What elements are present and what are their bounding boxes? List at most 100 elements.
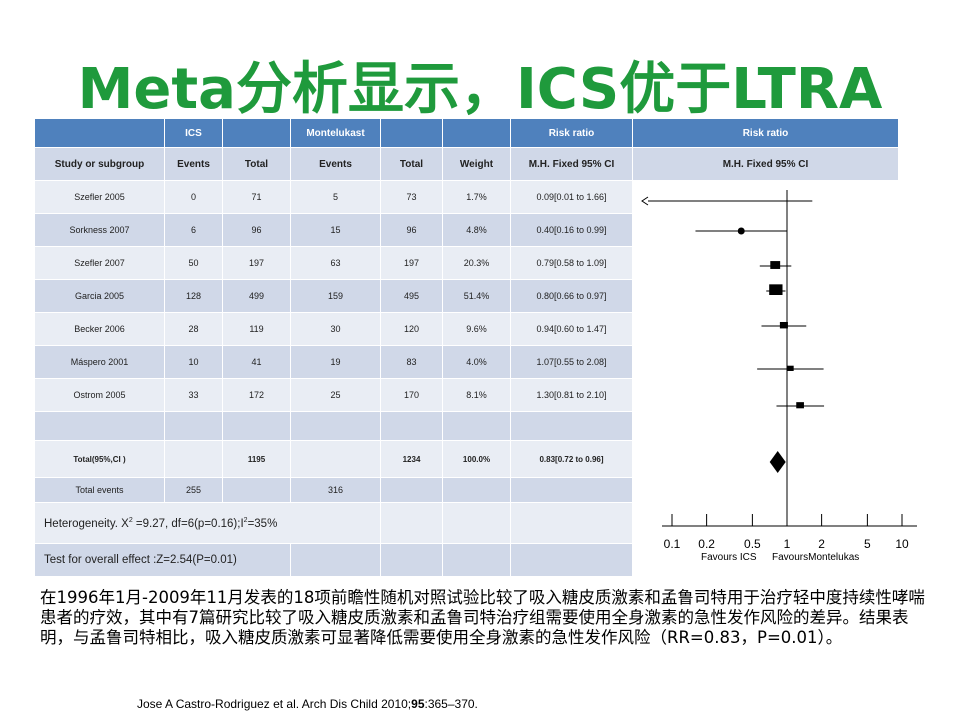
study-name: Szefler 2005 xyxy=(34,180,165,214)
cell: 63 xyxy=(290,246,381,280)
column-header-study: Study or subgroup xyxy=(34,147,165,181)
x-tick-label: 10 xyxy=(895,537,909,551)
study-name: Becker 2006 xyxy=(34,312,165,346)
cell: 51.4% xyxy=(442,279,511,313)
point-estimate xyxy=(779,321,788,329)
citation-pre: Jose A Castro-Rodriguez et al. Arch Dis … xyxy=(137,697,412,711)
favours-left-label: Favours ICS xyxy=(701,552,757,563)
pooled-diamond xyxy=(769,451,786,473)
column-header-events: Events xyxy=(290,147,381,181)
cell: 41 xyxy=(222,345,291,379)
cell: 73 xyxy=(380,180,443,214)
cell xyxy=(510,502,633,544)
heterogeneity-pre: Heterogeneity. X xyxy=(44,517,129,530)
total-row: Total(95%,CI ) 1195 1234 100.0% 0.83[0.7… xyxy=(34,440,899,478)
slide-title: Meta分析显示，ICS优于LTRA xyxy=(77,57,883,122)
cell xyxy=(164,411,223,441)
cell xyxy=(510,543,633,577)
cell: 0.40[0.16 to 0.99] xyxy=(510,213,633,247)
header-cell-ics: ICS xyxy=(164,118,223,148)
cell: 197 xyxy=(380,246,443,280)
cell xyxy=(290,543,381,577)
cell: 100.0% xyxy=(442,440,511,478)
point-estimate xyxy=(796,402,804,409)
column-header-total: Total xyxy=(380,147,443,181)
study-name: Ostrom 2005 xyxy=(34,378,165,412)
cell xyxy=(442,543,511,577)
x-tick-label: 0.1 xyxy=(664,537,681,551)
column-header-total: Total xyxy=(222,147,291,181)
cell: 8.1% xyxy=(442,378,511,412)
cell: 5 xyxy=(290,180,381,214)
table-row: Becker 2006 28 119 30 120 9.6% 0.94[0.60… xyxy=(34,312,899,346)
header-cell-risk-ratio: Risk ratio xyxy=(510,118,633,148)
column-header-ci: M.H. Fixed 95% CI xyxy=(510,147,633,181)
table-row: Ostrom 2005 33 172 25 170 8.1% 1.30[0.81… xyxy=(34,378,899,412)
total-events-row: Total events 255 316 xyxy=(34,477,899,503)
heterogeneity-row: Heterogeneity. X2 =9.27, df=6(p=0.16);I2… xyxy=(34,502,899,544)
cell xyxy=(290,440,381,478)
cell: 0.94[0.60 to 1.47] xyxy=(510,312,633,346)
cell: 159 xyxy=(290,279,381,313)
cell xyxy=(222,411,291,441)
x-tick-label: 5 xyxy=(864,537,871,551)
cell xyxy=(380,411,443,441)
forest-plot-area xyxy=(632,180,899,577)
x-tick-label: 1 xyxy=(784,537,791,551)
header-cell-risk-ratio-plot: Risk ratio xyxy=(632,118,899,148)
citation-volume: 95 xyxy=(411,697,425,711)
heterogeneity-sup: 2 xyxy=(128,516,133,524)
cell xyxy=(442,477,511,503)
cell: 33 xyxy=(164,378,223,412)
heterogeneity-mid: =9.27, df=6(p=0.16);I xyxy=(132,517,244,530)
cell: 96 xyxy=(222,213,291,247)
study-name: Szefler 2007 xyxy=(34,246,165,280)
header-row-groups: ICS Montelukast Risk ratio Risk ratio xyxy=(34,118,899,148)
overall-effect-row: Test for overall effect :Z=2.54(P=0.01) xyxy=(34,543,899,577)
cell: 170 xyxy=(380,378,443,412)
meta-analysis-table: ICS Montelukast Risk ratio Risk ratio St… xyxy=(34,118,899,577)
point-estimate xyxy=(787,365,794,371)
cell xyxy=(380,502,443,544)
cell: 4.0% xyxy=(442,345,511,379)
cell: 96 xyxy=(380,213,443,247)
cell: 0.83[0.72 to 0.96] xyxy=(510,440,633,478)
cell: 10 xyxy=(164,345,223,379)
cell: 6 xyxy=(164,213,223,247)
cell: 9.6% xyxy=(442,312,511,346)
cell: 1195 xyxy=(222,440,291,478)
cell: 119 xyxy=(222,312,291,346)
cell: 495 xyxy=(380,279,443,313)
study-name: Garcia 2005 xyxy=(34,279,165,313)
table-row: Szefler 2005 0 71 5 73 1.7% 0.09[0.01 to… xyxy=(34,180,899,577)
description-text: 在1996年1月-2009年11月发表的18项前瞻性随机对照试验比较了吸入糖皮质… xyxy=(40,588,925,647)
cell: 20.3% xyxy=(442,246,511,280)
cell xyxy=(510,411,633,441)
cell: 4.8% xyxy=(442,213,511,247)
x-tick-label: 2 xyxy=(818,537,825,551)
ci-arrow xyxy=(641,196,649,206)
cell xyxy=(380,477,443,503)
cell xyxy=(442,411,511,441)
point-estimate xyxy=(737,227,745,235)
point-estimate xyxy=(769,284,783,295)
cell: 316 xyxy=(290,477,381,503)
header-cell xyxy=(222,118,291,148)
table-row: Máspero 2001 10 41 19 83 4.0% 1.07[0.55 … xyxy=(34,345,899,379)
heterogeneity-sup2: 2 xyxy=(243,516,248,524)
cell: 0.79[0.58 to 1.09] xyxy=(510,246,633,280)
favours-right-label: FavoursMontelukas xyxy=(772,552,859,563)
header-row-columns: Study or subgroup Events Total Events To… xyxy=(34,147,899,181)
x-tick-label: 0.5 xyxy=(744,537,761,551)
cell xyxy=(164,440,223,478)
cell: 0 xyxy=(164,180,223,214)
cell: 172 xyxy=(222,378,291,412)
header-cell-montelukast: Montelukast xyxy=(290,118,381,148)
cell xyxy=(380,543,443,577)
total-events-label: Total events xyxy=(34,477,165,503)
overall-effect-text: Test for overall effect :Z=2.54(P=0.01) xyxy=(34,543,291,577)
cell: 1.30[0.81 to 2.10] xyxy=(510,378,633,412)
x-tick-label: 0.2 xyxy=(698,537,715,551)
header-cell xyxy=(34,118,165,148)
cell: 50 xyxy=(164,246,223,280)
